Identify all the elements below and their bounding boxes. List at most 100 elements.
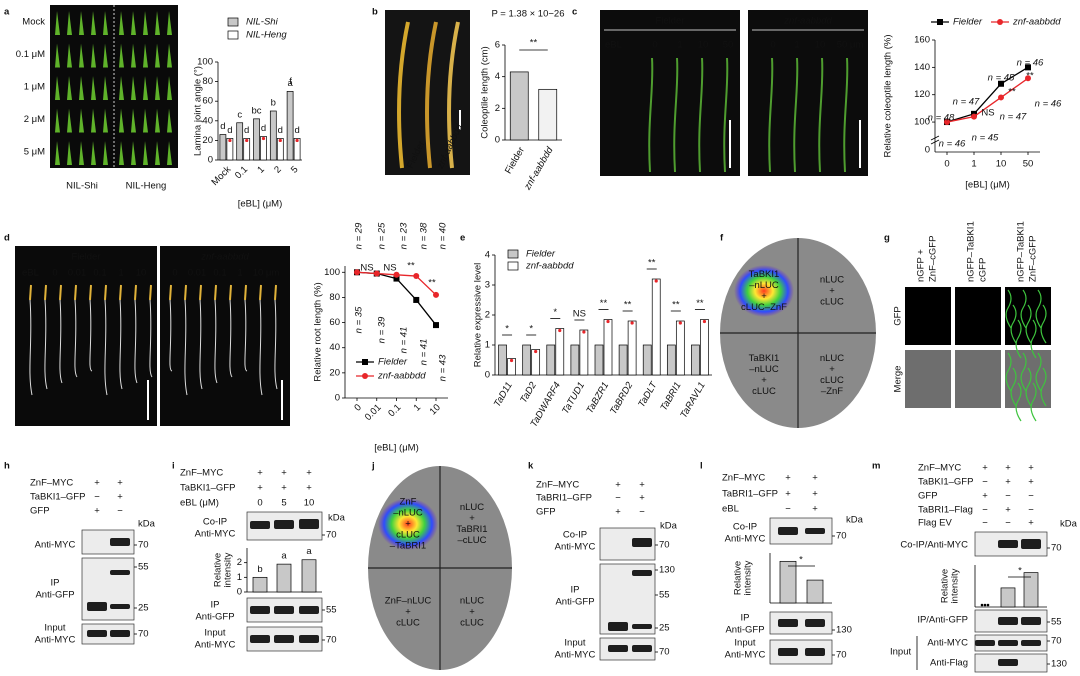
data-dot bbox=[582, 330, 586, 334]
treatment-sign: + bbox=[1005, 505, 1011, 516]
blot-label: IP bbox=[51, 578, 60, 589]
bar bbox=[555, 328, 565, 376]
x-tick-label: TaDLT bbox=[636, 379, 660, 409]
treatment-sign: + bbox=[1005, 477, 1011, 488]
y-tick-label: 20 bbox=[329, 367, 340, 378]
legend-marker bbox=[997, 19, 1003, 25]
annotation: n = 25 bbox=[377, 222, 388, 249]
photo-title: znf-aabbdd bbox=[200, 252, 249, 263]
dose-label: 10 bbox=[815, 40, 826, 51]
dose-label: 0.01 bbox=[68, 268, 87, 279]
construct-label: + bbox=[469, 513, 475, 524]
seedling bbox=[103, 43, 108, 68]
bar bbox=[642, 344, 652, 376]
band bbox=[998, 540, 1018, 548]
seedling bbox=[55, 76, 60, 100]
blot-label: Anti-GFP bbox=[35, 590, 74, 601]
annotation: n = 41 bbox=[419, 339, 430, 366]
bar bbox=[498, 344, 507, 376]
data-dot bbox=[702, 319, 707, 324]
dose-label: 1 bbox=[118, 268, 123, 279]
seedling-shoot bbox=[134, 284, 137, 301]
y-axis-label: intensity bbox=[950, 568, 961, 603]
y-axis-label: Relative expressive level bbox=[473, 263, 484, 368]
gfp-signal bbox=[1025, 304, 1032, 344]
treatment-sign: 0 bbox=[257, 498, 262, 509]
treatment-sign: + bbox=[982, 491, 988, 502]
y-tick-label: 2 bbox=[237, 557, 242, 568]
treatment-sign: + bbox=[306, 468, 312, 479]
seedling bbox=[793, 57, 799, 173]
band bbox=[110, 630, 130, 637]
band bbox=[805, 528, 825, 534]
y-tick-label: 0 bbox=[208, 155, 213, 166]
construct-label: –ZnF bbox=[821, 386, 843, 397]
band bbox=[299, 519, 319, 529]
treatment-sign: + bbox=[812, 473, 818, 484]
x-tick-label: TaD2 bbox=[518, 380, 539, 405]
blot-label: Co-IP/Anti-MYC bbox=[900, 540, 968, 551]
bar bbox=[618, 344, 628, 376]
column-label: ZnF–cGFP bbox=[928, 236, 939, 282]
significance-letter: a bbox=[281, 551, 287, 562]
seedling bbox=[119, 43, 124, 68]
construct-label: nLUC bbox=[820, 353, 844, 364]
bar bbox=[579, 329, 589, 376]
seedling bbox=[67, 76, 72, 100]
legend-label: znf-aabbdd bbox=[377, 371, 426, 382]
bar bbox=[627, 320, 637, 376]
y-tick-label: 2 bbox=[485, 310, 490, 321]
bar bbox=[269, 110, 277, 161]
treatment-sign: + bbox=[117, 478, 123, 489]
treatment-sign: + bbox=[812, 489, 818, 500]
panel-label: l bbox=[700, 461, 703, 472]
seedling bbox=[119, 141, 124, 165]
seedling-shoot bbox=[104, 284, 107, 301]
x-tick-label: 1 bbox=[255, 164, 267, 176]
seedling bbox=[67, 108, 72, 133]
treatment-label: ZnF–MYC bbox=[722, 473, 765, 484]
bar bbox=[651, 278, 661, 376]
significance-letter: d bbox=[261, 123, 266, 134]
gfp-signal bbox=[1010, 304, 1017, 344]
photo bbox=[160, 246, 290, 426]
y-tick-label: 1 bbox=[237, 572, 242, 583]
size-marker: 130 bbox=[1051, 659, 1067, 670]
bar bbox=[666, 344, 676, 376]
dose-label: 0 bbox=[172, 268, 177, 279]
y-tick-label: 6 bbox=[495, 40, 500, 51]
data-dot bbox=[278, 138, 282, 143]
x-axis-label: [eBL] (μM) bbox=[374, 443, 419, 454]
size-marker: 70 bbox=[1051, 543, 1062, 554]
panel-label: m bbox=[872, 461, 880, 472]
point bbox=[373, 270, 380, 277]
point bbox=[393, 275, 400, 282]
point bbox=[1025, 75, 1031, 82]
treatment-label: ZnF–MYC bbox=[180, 468, 223, 479]
seedling bbox=[91, 76, 96, 100]
construct-label: TaBKI1 bbox=[749, 353, 780, 364]
seedling-shoot bbox=[199, 284, 202, 301]
x-tick-label: 1 bbox=[412, 402, 424, 414]
y-tick-label: 0 bbox=[237, 587, 242, 598]
blot-label: Anti-MYC bbox=[195, 529, 236, 540]
annotation: NS bbox=[360, 263, 373, 274]
point bbox=[433, 322, 439, 329]
band bbox=[778, 648, 798, 656]
gfp-signal bbox=[1040, 304, 1047, 344]
seedling bbox=[91, 11, 96, 35]
construct-label: + bbox=[829, 364, 835, 375]
band bbox=[805, 619, 825, 627]
gfp-signal bbox=[1030, 319, 1037, 359]
root bbox=[149, 299, 153, 378]
photo-title: znf-aabbdd bbox=[783, 16, 832, 27]
annotation: n = 45 bbox=[972, 133, 999, 144]
construct-label: + bbox=[761, 375, 767, 386]
legend-swatch bbox=[227, 17, 239, 27]
series-line bbox=[946, 77, 1029, 123]
treatment-label: GFP bbox=[536, 507, 556, 518]
construct-label: nLUC bbox=[820, 275, 844, 286]
annotation: n = 29 bbox=[354, 222, 365, 249]
treatment-label: TaBKI1–GFP bbox=[918, 477, 973, 488]
root bbox=[29, 299, 33, 396]
